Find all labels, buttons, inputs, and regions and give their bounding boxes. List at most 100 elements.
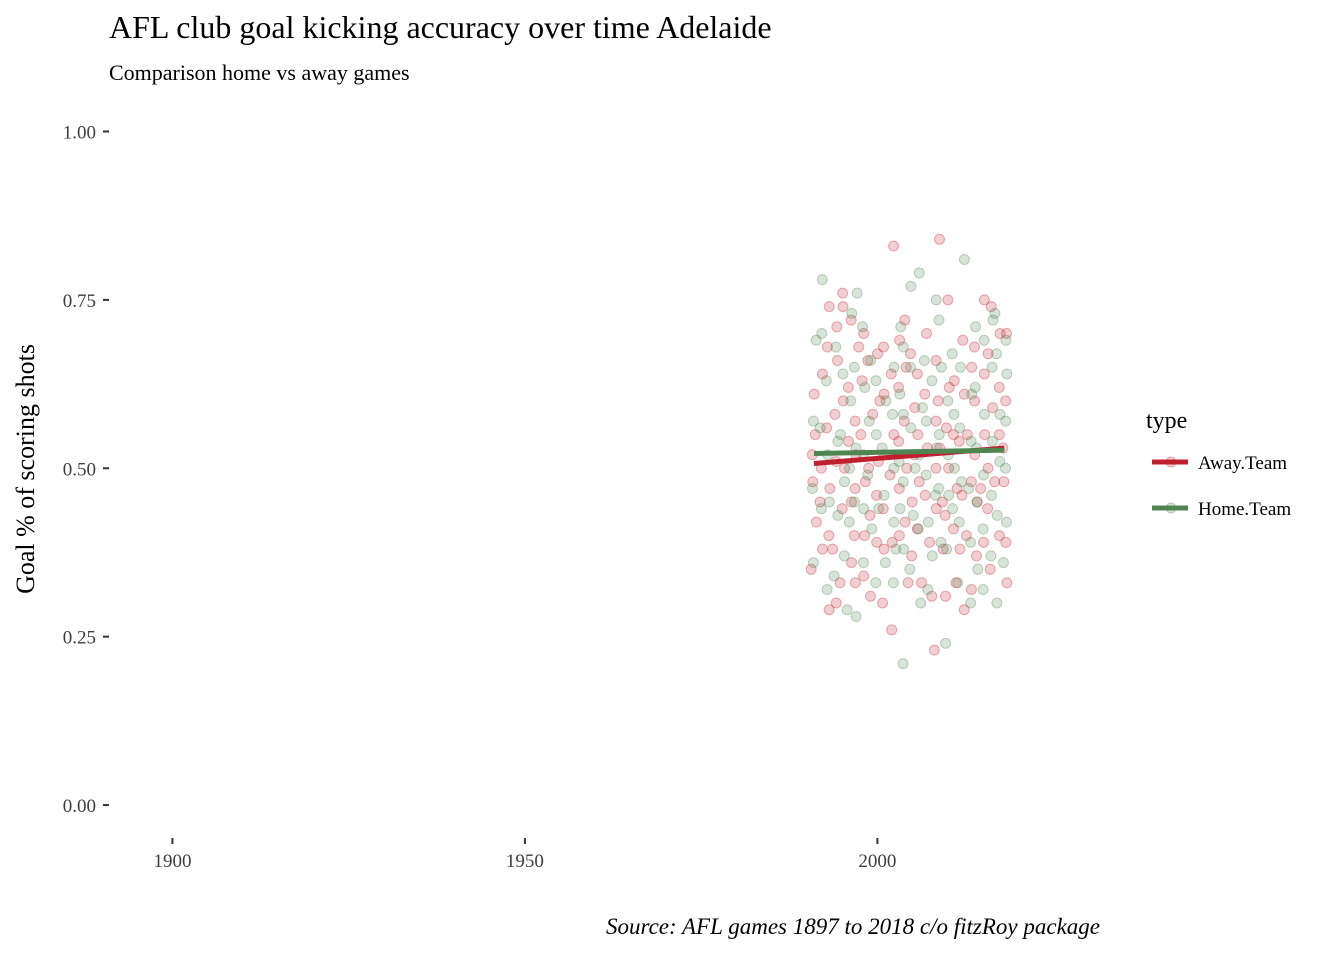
data-point: [985, 550, 997, 562]
data-point: [894, 503, 906, 515]
data-point: [810, 334, 822, 346]
legend-item: Home.Team: [1152, 499, 1291, 520]
chart-subtitle: Comparison home vs away games: [109, 60, 410, 85]
data-point: [920, 415, 932, 427]
data-point: [870, 375, 882, 387]
data-point: [955, 361, 967, 373]
data-point: [948, 375, 960, 387]
data-point: [810, 516, 822, 528]
data-point: [807, 415, 819, 427]
data-point: [830, 597, 842, 609]
data-point: [932, 395, 944, 407]
data-point: [845, 395, 857, 407]
data-point: [941, 543, 953, 555]
data-point: [970, 550, 982, 562]
data-point: [993, 530, 1005, 542]
data-point: [975, 482, 987, 494]
data-point: [958, 604, 970, 616]
data-point: [919, 489, 931, 501]
data-point: [915, 597, 927, 609]
data-point: [849, 577, 861, 589]
data-point: [841, 604, 853, 616]
data-point: [848, 530, 860, 542]
data-point: [823, 301, 835, 313]
y-tick-label: 0.25: [63, 628, 96, 649]
data-point: [893, 482, 905, 494]
data-point: [838, 550, 850, 562]
data-point: [865, 354, 877, 366]
data-point: [982, 348, 994, 360]
data-point: [965, 536, 977, 548]
data-point: [943, 462, 955, 474]
data-point: [950, 577, 962, 589]
data-point: [805, 563, 817, 575]
data-point: [930, 354, 942, 366]
chart-caption: Source: AFL games 1897 to 2018 c/o fitzR…: [606, 914, 1100, 939]
data-point: [965, 597, 977, 609]
data-point: [999, 462, 1011, 474]
data-point: [897, 341, 909, 353]
data-point: [871, 348, 883, 360]
data-point: [846, 496, 858, 508]
data-point: [912, 429, 924, 441]
y-tick-label: 0.75: [63, 291, 96, 312]
data-point: [888, 516, 900, 528]
data-point: [943, 489, 955, 501]
data-point: [933, 233, 945, 245]
data-point: [901, 462, 913, 474]
data-point: [920, 469, 932, 481]
data-point: [902, 577, 914, 589]
data-point: [842, 381, 854, 393]
data-point: [814, 422, 826, 434]
data-point: [978, 294, 990, 306]
data-point: [930, 489, 942, 501]
data-point: [870, 429, 882, 441]
data-point: [884, 469, 896, 481]
data-point: [807, 476, 819, 488]
data-point: [982, 462, 994, 474]
data-point: [1000, 328, 1012, 340]
data-point: [982, 503, 994, 515]
data-point: [986, 435, 998, 447]
data-point: [887, 577, 899, 589]
data-point: [893, 435, 905, 447]
data-point: [918, 354, 930, 366]
data-point: [994, 456, 1006, 468]
y-axis: 0.00 0.25 0.50 0.75 1.00: [63, 122, 109, 817]
data-point: [963, 482, 975, 494]
data-point: [965, 584, 977, 596]
data-point: [893, 381, 905, 393]
data-point: [836, 503, 848, 515]
data-point: [991, 597, 1003, 609]
data-point: [978, 368, 990, 380]
chart-title: AFL club goal kicking accuracy over time…: [109, 9, 772, 45]
data-point: [843, 516, 855, 528]
data-point: [820, 375, 832, 387]
data-point: [954, 543, 966, 555]
data-point: [994, 328, 1006, 340]
data-point: [877, 503, 889, 515]
data-point: [886, 624, 898, 636]
data-point: [912, 523, 924, 535]
data-point: [993, 429, 1005, 441]
data-point: [888, 361, 900, 373]
data-point: [916, 577, 928, 589]
data-point: [994, 408, 1006, 420]
data-point: [948, 462, 960, 474]
data-point: [863, 415, 875, 427]
data-point: [888, 240, 900, 252]
data-point: [815, 503, 827, 515]
data-point: [863, 462, 875, 474]
data-point: [878, 341, 890, 353]
data-point: [829, 408, 841, 420]
data-point: [965, 435, 977, 447]
data-point: [899, 314, 911, 326]
data-point: [1000, 334, 1012, 346]
data-point: [933, 429, 945, 441]
data-point: [998, 476, 1010, 488]
data-point: [855, 429, 867, 441]
data-point: [880, 395, 892, 407]
data-point: [909, 462, 921, 474]
data-point: [871, 489, 883, 501]
data-point: [900, 361, 912, 373]
